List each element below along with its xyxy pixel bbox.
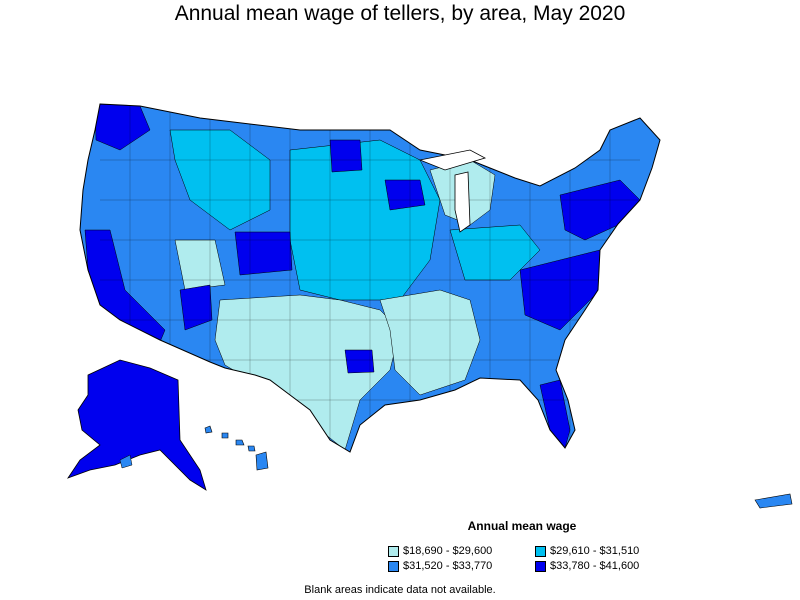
legend-label-2: $29,610 - $31,510 <box>550 545 640 557</box>
legend-item-1: $18,690 - $29,600 <box>388 545 492 557</box>
map-title: Annual mean wage of tellers, by area, Ma… <box>174 2 626 25</box>
legend-label-1: $18,690 - $29,600 <box>403 545 493 557</box>
legend-swatch-4 <box>535 560 546 572</box>
contiguous-us <box>80 104 660 452</box>
puerto-rico <box>754 493 793 509</box>
legend-item-2: $29,610 - $31,510 <box>535 545 639 557</box>
alaska <box>66 359 207 491</box>
hawaii <box>204 425 269 471</box>
legend-label-3: $31,520 - $33,770 <box>403 560 493 572</box>
legend-item-4: $33,780 - $41,600 <box>535 560 639 572</box>
lake-michigan <box>454 171 471 233</box>
lake-superior <box>418 149 487 171</box>
legend-item-3: $31,520 - $33,770 <box>388 560 492 572</box>
legend-label-4: $33,780 - $41,600 <box>550 560 640 572</box>
legend-title: Annual mean wage <box>467 519 577 533</box>
data-availability-note: Blank areas indicate data not available. <box>304 584 496 596</box>
legend-swatch-3 <box>388 560 399 572</box>
legend-swatch-2 <box>535 545 546 557</box>
legend-swatch-1 <box>388 545 399 557</box>
